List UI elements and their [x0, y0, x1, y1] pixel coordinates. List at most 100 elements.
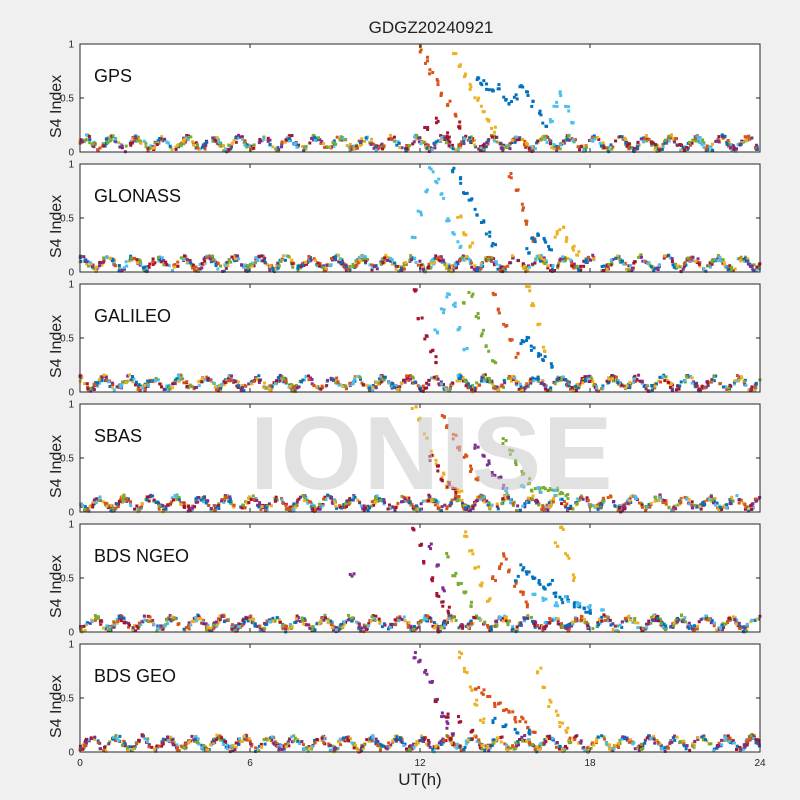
data-point	[285, 627, 289, 631]
data-point	[321, 266, 325, 270]
data-point	[280, 378, 284, 382]
data-point	[359, 629, 363, 633]
data-point	[408, 501, 412, 505]
data-point	[596, 621, 600, 625]
data-point	[668, 381, 672, 385]
data-point	[338, 505, 342, 509]
data-point	[527, 146, 531, 150]
data-point	[578, 382, 582, 386]
data-point	[120, 144, 124, 148]
data-point	[639, 255, 643, 259]
data-point	[475, 614, 479, 618]
data-point	[539, 353, 543, 357]
data-point	[380, 257, 384, 261]
data-point	[567, 628, 571, 632]
data-point	[117, 499, 121, 503]
data-point	[522, 340, 526, 344]
data-point	[726, 268, 730, 272]
data-point	[182, 381, 186, 385]
data-point	[168, 502, 172, 506]
data-point	[503, 616, 507, 620]
data-point	[371, 389, 375, 393]
data-point	[463, 192, 467, 196]
data-point	[145, 383, 149, 387]
series	[461, 290, 498, 365]
data-point	[266, 387, 270, 391]
data-point	[514, 355, 518, 359]
data-point	[422, 432, 426, 436]
data-point	[273, 499, 277, 503]
data-point	[516, 380, 520, 384]
data-point	[537, 352, 541, 356]
data-point	[544, 389, 548, 393]
data-point	[531, 494, 535, 498]
data-point	[238, 622, 242, 626]
data-point	[486, 625, 490, 629]
data-point	[394, 384, 398, 388]
data-point	[409, 258, 413, 262]
data-point	[307, 623, 311, 627]
data-point	[460, 256, 464, 260]
data-point	[700, 142, 704, 146]
data-point	[252, 379, 256, 383]
data-point	[503, 614, 507, 618]
data-point	[567, 105, 571, 109]
data-point	[579, 145, 583, 149]
data-point	[457, 490, 461, 494]
data-point	[640, 381, 644, 385]
data-point	[589, 138, 593, 142]
data-point	[79, 627, 83, 631]
data-point	[197, 269, 201, 273]
data-point	[738, 624, 742, 628]
data-point	[334, 258, 338, 262]
data-point	[453, 301, 457, 305]
data-point	[247, 382, 251, 386]
data-point	[574, 617, 578, 621]
data-point	[170, 496, 174, 500]
data-point	[252, 617, 256, 621]
data-point	[636, 626, 640, 630]
data-point	[597, 389, 601, 393]
data-point	[451, 432, 455, 436]
data-point	[241, 383, 245, 387]
data-point	[637, 255, 641, 259]
data-point	[357, 374, 361, 378]
data-point	[325, 263, 329, 267]
data-point	[308, 141, 312, 145]
data-point	[147, 383, 151, 387]
data-point	[720, 133, 724, 137]
data-point	[665, 141, 669, 145]
data-point	[444, 141, 448, 145]
data-point	[454, 266, 458, 270]
data-point	[434, 179, 438, 183]
data-point	[611, 622, 615, 626]
data-point	[730, 265, 734, 269]
data-point	[542, 383, 546, 387]
data-point	[185, 258, 189, 262]
data-point	[259, 259, 263, 263]
data-point	[190, 264, 194, 268]
data-point	[286, 254, 290, 258]
data-point	[382, 144, 386, 148]
data-point	[290, 134, 294, 138]
data-point	[106, 506, 110, 510]
data-point	[515, 625, 519, 629]
data-point	[170, 148, 174, 152]
data-point	[443, 619, 447, 623]
data-point	[513, 140, 517, 144]
data-point	[625, 143, 629, 147]
data-point	[586, 255, 590, 259]
data-point	[695, 384, 699, 388]
data-point	[191, 385, 195, 389]
data-point	[400, 618, 404, 622]
data-point	[737, 379, 741, 383]
data-point	[520, 469, 524, 473]
data-point	[627, 142, 631, 146]
data-point	[302, 495, 306, 499]
data-point	[491, 624, 495, 628]
data-point	[576, 497, 580, 501]
data-point	[80, 140, 84, 144]
data-point	[529, 496, 533, 500]
data-point	[302, 617, 306, 621]
data-point	[484, 232, 488, 236]
